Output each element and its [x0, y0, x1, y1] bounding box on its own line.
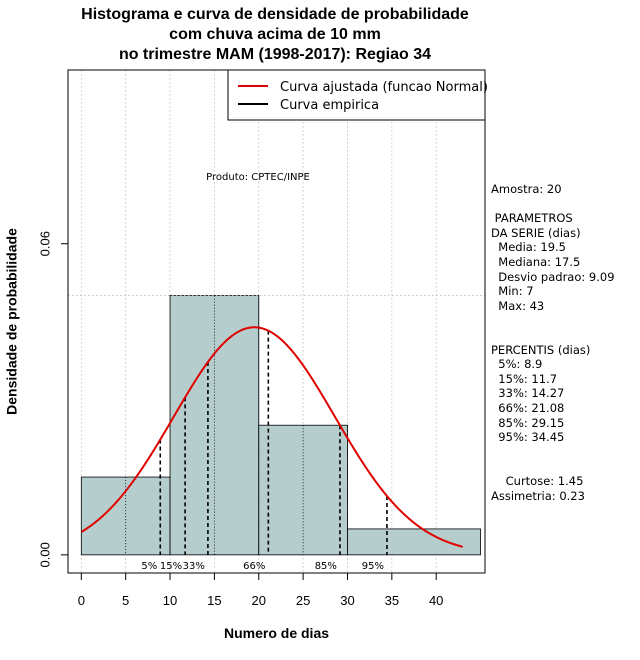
- chart-title-line-2: com chuva acima de 10 mm: [169, 26, 381, 43]
- stats-line: 95%: 34.45: [491, 430, 565, 445]
- stats-line: 15%: 11.7: [491, 371, 558, 386]
- product-label: Produto: CPTEC/INPE: [206, 172, 310, 183]
- x-tick-label: 20: [252, 593, 266, 608]
- stats-line: Max: 43: [491, 298, 545, 313]
- stats-line: Min: 7: [491, 284, 534, 299]
- stats-line: 5%: 8.9: [491, 357, 543, 372]
- legend-entry-label: Curva empirica: [280, 98, 379, 113]
- y-axis-label: Densidade de probabilidade: [4, 228, 20, 415]
- percentile-label: 15%: [160, 561, 182, 572]
- fitted-normal-curve: [80, 326, 464, 548]
- x-tick-label: 30: [340, 593, 354, 608]
- percentile-label: 66%: [243, 561, 265, 572]
- x-tick-label: 35: [385, 593, 399, 608]
- histogram-bar: [347, 528, 481, 556]
- stats-line: Mediana: 17.5: [491, 255, 581, 269]
- y-tick-label: 0.06: [37, 231, 52, 256]
- stats-line: PERCENTIS (dias): [491, 342, 591, 357]
- percentile-label: 85%: [315, 561, 337, 572]
- chart-title-line-3: no trimestre MAM (1998-2017): Regiao 34: [118, 46, 432, 63]
- legend: Curva ajustada (funcao Normal) Curva empi…: [227, 69, 488, 121]
- x-axis-label: Numero de dias: [224, 625, 329, 641]
- legend-entry-label: Curva ajustada (funcao Normal): [280, 80, 488, 95]
- stats-line: DA SERIE (dias): [491, 225, 581, 240]
- stats-line: 85%: 29.15: [491, 415, 565, 430]
- legend-box: [227, 69, 486, 121]
- stats-line: Curtose: 1.45: [491, 474, 584, 488]
- x-tick-label: 10: [163, 593, 177, 608]
- percentile-label: 33%: [183, 561, 205, 572]
- stats-line: Desvio padrao: 9.09: [491, 269, 615, 284]
- stats-line: Amostra: 20: [491, 182, 562, 196]
- stats-line: Assimetria: 0.23: [491, 488, 585, 503]
- stats-line: 33%: 14.27: [491, 386, 565, 401]
- x-tick-label: 15: [207, 593, 221, 608]
- stats-line: 66%: 21.08: [491, 401, 565, 415]
- percentile-label: 95%: [362, 561, 384, 572]
- x-tick-label: 5: [122, 593, 129, 608]
- x-tick-label: 40: [429, 593, 443, 608]
- percentile-label: 5%: [141, 561, 157, 572]
- y-tick-label: 0.00: [37, 542, 52, 567]
- chart-title-line-1: Histograma e curva de densidade de proba…: [81, 6, 469, 23]
- stats-line: Media: 19.5: [491, 240, 566, 255]
- x-tick-label: 0: [78, 593, 85, 608]
- histogram-bar: [258, 424, 348, 556]
- stats-line: PARAMETROS: [491, 211, 573, 226]
- x-tick-label: 25: [296, 593, 310, 608]
